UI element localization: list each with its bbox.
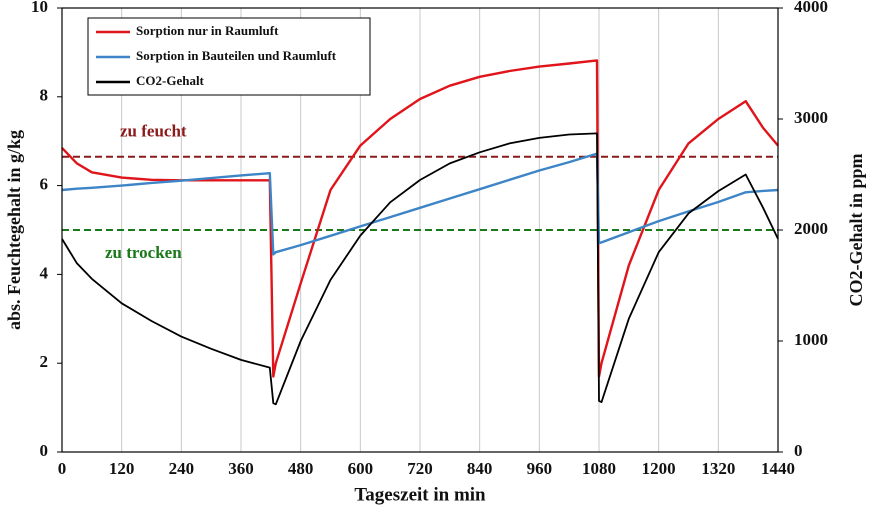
- reference-label: zu trocken: [105, 243, 182, 262]
- y-tick-label: 4: [40, 263, 49, 282]
- y-tick-label: 0: [40, 441, 49, 460]
- y2-tick-label: 3000: [794, 108, 828, 127]
- x-tick-label: 1200: [642, 459, 676, 478]
- x-tick-label: 1440: [761, 459, 795, 478]
- series-line: [61, 132, 779, 406]
- x-tick-label: 120: [109, 459, 135, 478]
- x-tick-label: 240: [169, 459, 195, 478]
- series-line: [61, 152, 779, 256]
- legend-label: CO2-Gehalt: [136, 73, 205, 88]
- plot-frame: [61, 7, 779, 453]
- x-tick-label: 960: [527, 459, 553, 478]
- x-tick-label: 720: [407, 459, 433, 478]
- legend-label: Sorption nur in Raumluft: [136, 23, 279, 38]
- x-tick-label: 1320: [701, 459, 735, 478]
- y-tick-label: 6: [40, 175, 49, 194]
- x-tick-label: 840: [467, 459, 493, 478]
- y-tick-label: 2: [40, 352, 49, 371]
- y-tick-label: 8: [40, 86, 49, 105]
- reference-label: zu feucht: [120, 122, 187, 141]
- y2-tick-label: 2000: [794, 219, 828, 238]
- x-tick-label: 480: [288, 459, 314, 478]
- x-axis-label: Tageszeit in min: [354, 484, 486, 505]
- y2-tick-label: 1000: [794, 330, 828, 349]
- legend-box: [87, 17, 371, 96]
- y-tick-label: 10: [31, 0, 48, 16]
- y2-tick-label: 4000: [794, 0, 828, 16]
- x-tick-label: 600: [348, 459, 374, 478]
- y-axis-label: abs. Feuchtegehalt in g/kg: [4, 130, 24, 330]
- x-tick-label: 1080: [582, 459, 616, 478]
- y2-axis-label: CO2-Gehalt in ppm: [846, 153, 866, 306]
- y2-tick-label: 0: [794, 441, 803, 460]
- legend-label: Sorption in Bauteilen und Raumluft: [136, 48, 337, 63]
- x-tick-label: 0: [58, 459, 67, 478]
- x-tick-label: 360: [228, 459, 254, 478]
